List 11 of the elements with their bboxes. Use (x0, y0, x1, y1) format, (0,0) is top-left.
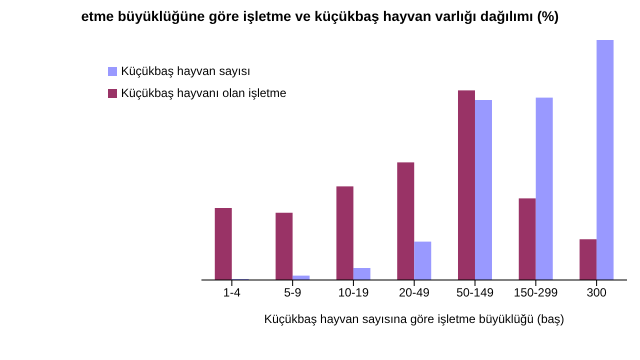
x-tick-label: 20-49 (398, 286, 430, 300)
legend-label: Küçükbaş hayvanı olan işletme (121, 86, 286, 100)
x-tick-label: 5-9 (284, 286, 302, 300)
x-axis-title: Küçükbaş hayvan sayısına göre işletme büyüklüğü (baş) (264, 312, 564, 326)
x-tick-label: 10-19 (338, 286, 370, 300)
x-tick-label: 1-4 (223, 286, 241, 300)
x-tick-label: 50-149 (456, 286, 494, 300)
x-tick-label: 150-299 (514, 286, 558, 300)
x-tick-label: 300 (586, 286, 607, 300)
legend-label: Küçükbaş hayvan sayısı (121, 64, 250, 78)
chart-title: etme büyüklüğüne göre işletme ve küçükbaş hayvan varlığı dağılımı (%) (80, 8, 560, 26)
